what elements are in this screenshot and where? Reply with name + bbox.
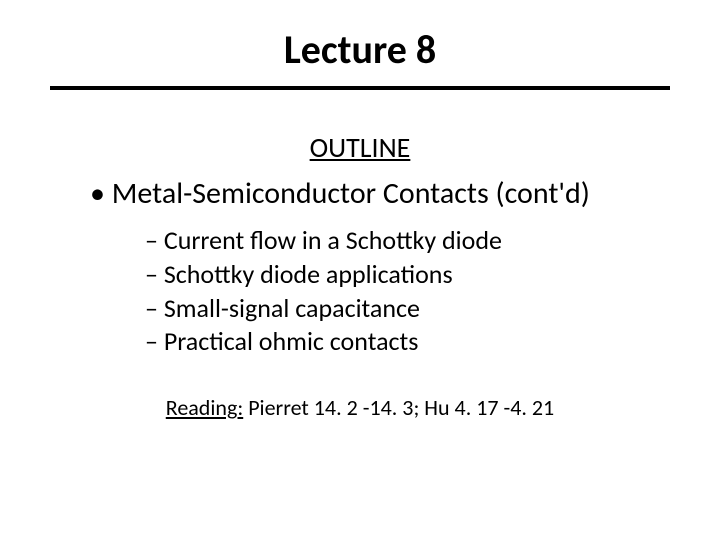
sub-bullet-item: Current flow in a Schottky diode: [145, 224, 670, 258]
sub-bullet-item: Schottky diode applications: [145, 258, 670, 292]
sub-bullets-container: Current flow in a Schottky diode Schottk…: [145, 224, 670, 359]
sub-bullet-item: Practical ohmic contacts: [145, 325, 670, 359]
sub-bullet-item: Small-signal capacitance: [145, 292, 670, 326]
reading-text: Pierret 14. 2 -14. 3; Hu 4. 17 -4. 21: [243, 394, 554, 421]
lecture-title: Lecture 8: [50, 25, 670, 90]
reading-label: Reading:: [166, 394, 243, 421]
reading-line: Reading: Pierret 14. 2 -14. 3; Hu 4. 17 …: [50, 394, 670, 421]
outline-heading: OUTLINE: [50, 130, 670, 165]
main-bullet: Metal-Semiconductor Contacts (cont'd): [90, 175, 670, 212]
slide-container: Lecture 8 OUTLINE Metal-Semiconductor Co…: [0, 0, 720, 540]
